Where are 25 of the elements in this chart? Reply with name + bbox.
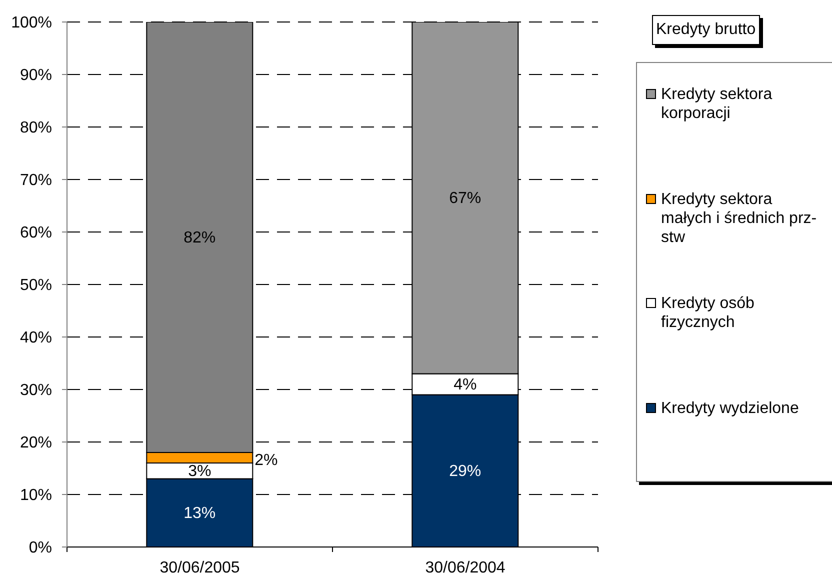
y-tick-label: 90% [20, 67, 52, 84]
data-label: 67% [449, 189, 482, 206]
legend-label: Kredyty osób fizycznych [661, 294, 756, 332]
legend-label: Kredyty sektora małych i średnich prz-stw [661, 190, 818, 247]
y-tick-label: 40% [20, 330, 52, 347]
data-label: 82% [184, 228, 216, 246]
legend-label: Kredyty wydzielone [661, 399, 800, 418]
y-tick-label: 80% [20, 120, 52, 137]
data-label: 3% [188, 462, 212, 480]
x-tick-label: 30/06/2005 [160, 559, 240, 576]
y-tick-label: 10% [20, 487, 52, 504]
y-tick-label: 60% [20, 224, 52, 242]
y-tick-label: 100% [11, 14, 52, 32]
y-tick-label: 50% [20, 277, 52, 294]
y-tick-label: 20% [20, 434, 52, 452]
text: Kredyty brutto [652, 15, 760, 45]
legend-label: Kredyty sektora korporacji [661, 85, 774, 123]
x-tick-label: 30/06/2004 [425, 559, 506, 576]
data-label: 13% [184, 504, 216, 522]
y-tick-label: 0% [28, 540, 52, 557]
y-tick-label: 70% [20, 172, 52, 190]
data-label: 29% [449, 462, 482, 480]
data-label: 2% [254, 451, 278, 468]
y-tick-label: 30% [20, 382, 52, 400]
data-label: 4% [454, 376, 477, 393]
